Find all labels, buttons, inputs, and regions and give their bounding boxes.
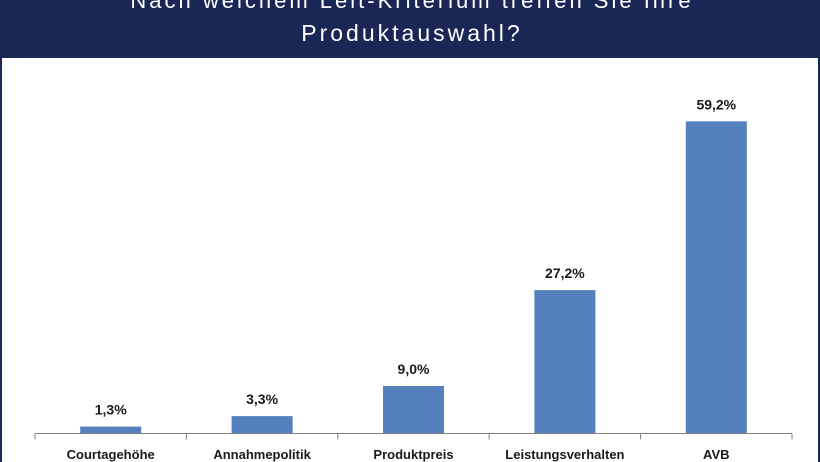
bar-3 xyxy=(383,386,444,434)
chart-title-line-2: Produktauswahl? xyxy=(301,20,523,46)
data-label-3: 9,0% xyxy=(398,361,430,377)
bar-4 xyxy=(534,290,596,434)
data-label-2: 3,3% xyxy=(246,391,278,407)
chart-title-line-1: Nach welchem Leit-Kriterium treffen Sie … xyxy=(130,0,694,13)
bar-2 xyxy=(231,416,293,434)
data-label-5: 59,2% xyxy=(696,96,736,112)
data-label-4: 27,2% xyxy=(545,265,585,281)
category-label-4: Leistungsverhalten xyxy=(505,447,624,462)
category-label-3: Produktpreis xyxy=(373,447,453,462)
bar-5 xyxy=(685,121,747,434)
title-banner: Nach welchem Leit-Kriterium treffen Sie … xyxy=(2,0,820,58)
bar-1 xyxy=(80,426,142,434)
data-label-1: 1,3% xyxy=(95,402,127,418)
category-label-5: AVB xyxy=(703,447,729,462)
category-label-1: Courtagehöhe xyxy=(67,447,155,462)
category-label-2: Annahmepolitik xyxy=(213,447,311,462)
